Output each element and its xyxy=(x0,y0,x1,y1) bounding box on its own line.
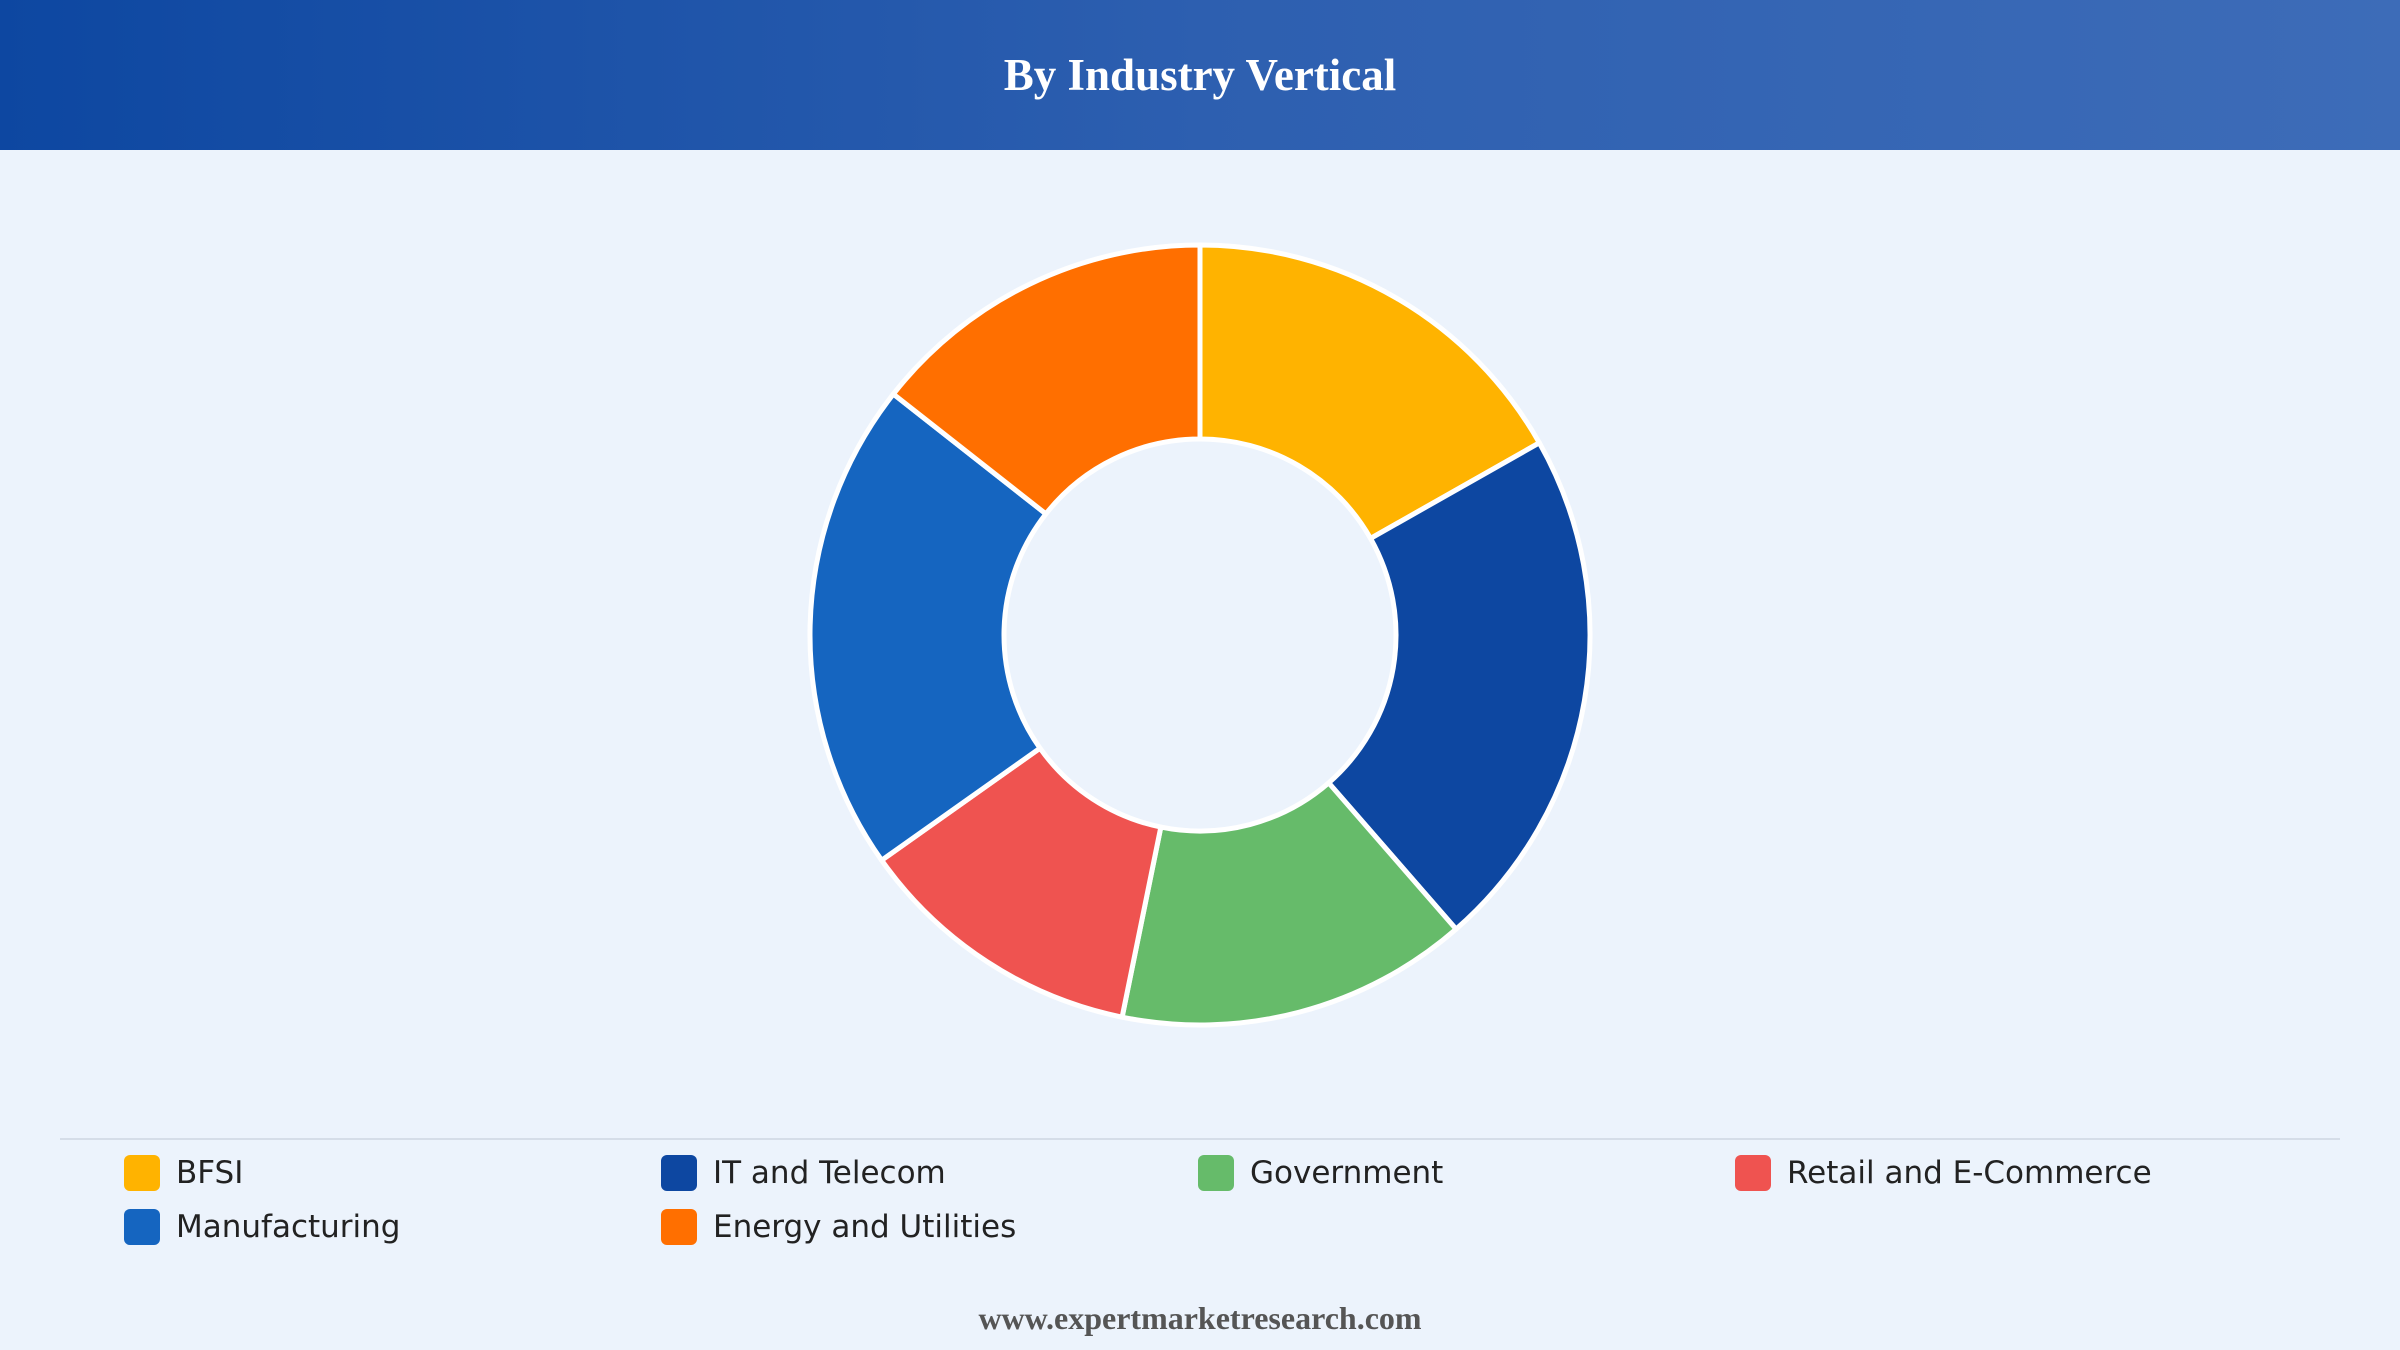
legend-item-energy-and-utilities[interactable]: Energy and Utilities xyxy=(661,1209,1198,1245)
chart-legend: BFSI IT and Telecom Government Retail an… xyxy=(124,1155,2324,1245)
legend-swatch xyxy=(661,1209,697,1245)
legend-item-retail-and-e-commerce[interactable]: Retail and E-Commerce xyxy=(1735,1155,2272,1191)
donut-slice-energy-and-utilities[interactable] xyxy=(890,242,1203,517)
legend-swatch xyxy=(124,1209,160,1245)
chart-title: By Industry Vertical xyxy=(1003,50,1397,100)
legend-item-it-and-telecom[interactable]: IT and Telecom xyxy=(661,1155,1198,1191)
donut-chart xyxy=(807,242,1593,1028)
chart-header: By Industry Vertical xyxy=(0,0,2400,150)
donut-slice-manufacturing[interactable] xyxy=(807,391,1049,863)
legend-swatch xyxy=(1198,1155,1234,1191)
legend-item-manufacturing[interactable]: Manufacturing xyxy=(124,1209,661,1245)
legend-divider xyxy=(60,1138,2340,1140)
legend-swatch xyxy=(124,1155,160,1191)
donut-slice-bfsi[interactable] xyxy=(1197,242,1542,541)
donut-slice-retail-and-e-commerce[interactable] xyxy=(879,745,1164,1020)
legend-item-government[interactable]: Government xyxy=(1198,1155,1735,1191)
source-footer: www.expertmarketresearch.com xyxy=(978,1300,1422,1336)
legend-label: Manufacturing xyxy=(176,1209,401,1245)
legend-item-bfsi[interactable]: BFSI xyxy=(124,1155,661,1191)
legend-label: Government xyxy=(1250,1155,1444,1191)
legend-swatch xyxy=(1735,1155,1771,1191)
legend-swatch xyxy=(661,1155,697,1191)
legend-label: Retail and E-Commerce xyxy=(1787,1155,2152,1191)
legend-label: Energy and Utilities xyxy=(713,1209,1017,1245)
legend-label: BFSI xyxy=(176,1155,244,1191)
donut-slice-government[interactable] xyxy=(1119,780,1459,1028)
donut-slice-it-and-telecom[interactable] xyxy=(1326,440,1593,932)
legend-label: IT and Telecom xyxy=(713,1155,946,1191)
